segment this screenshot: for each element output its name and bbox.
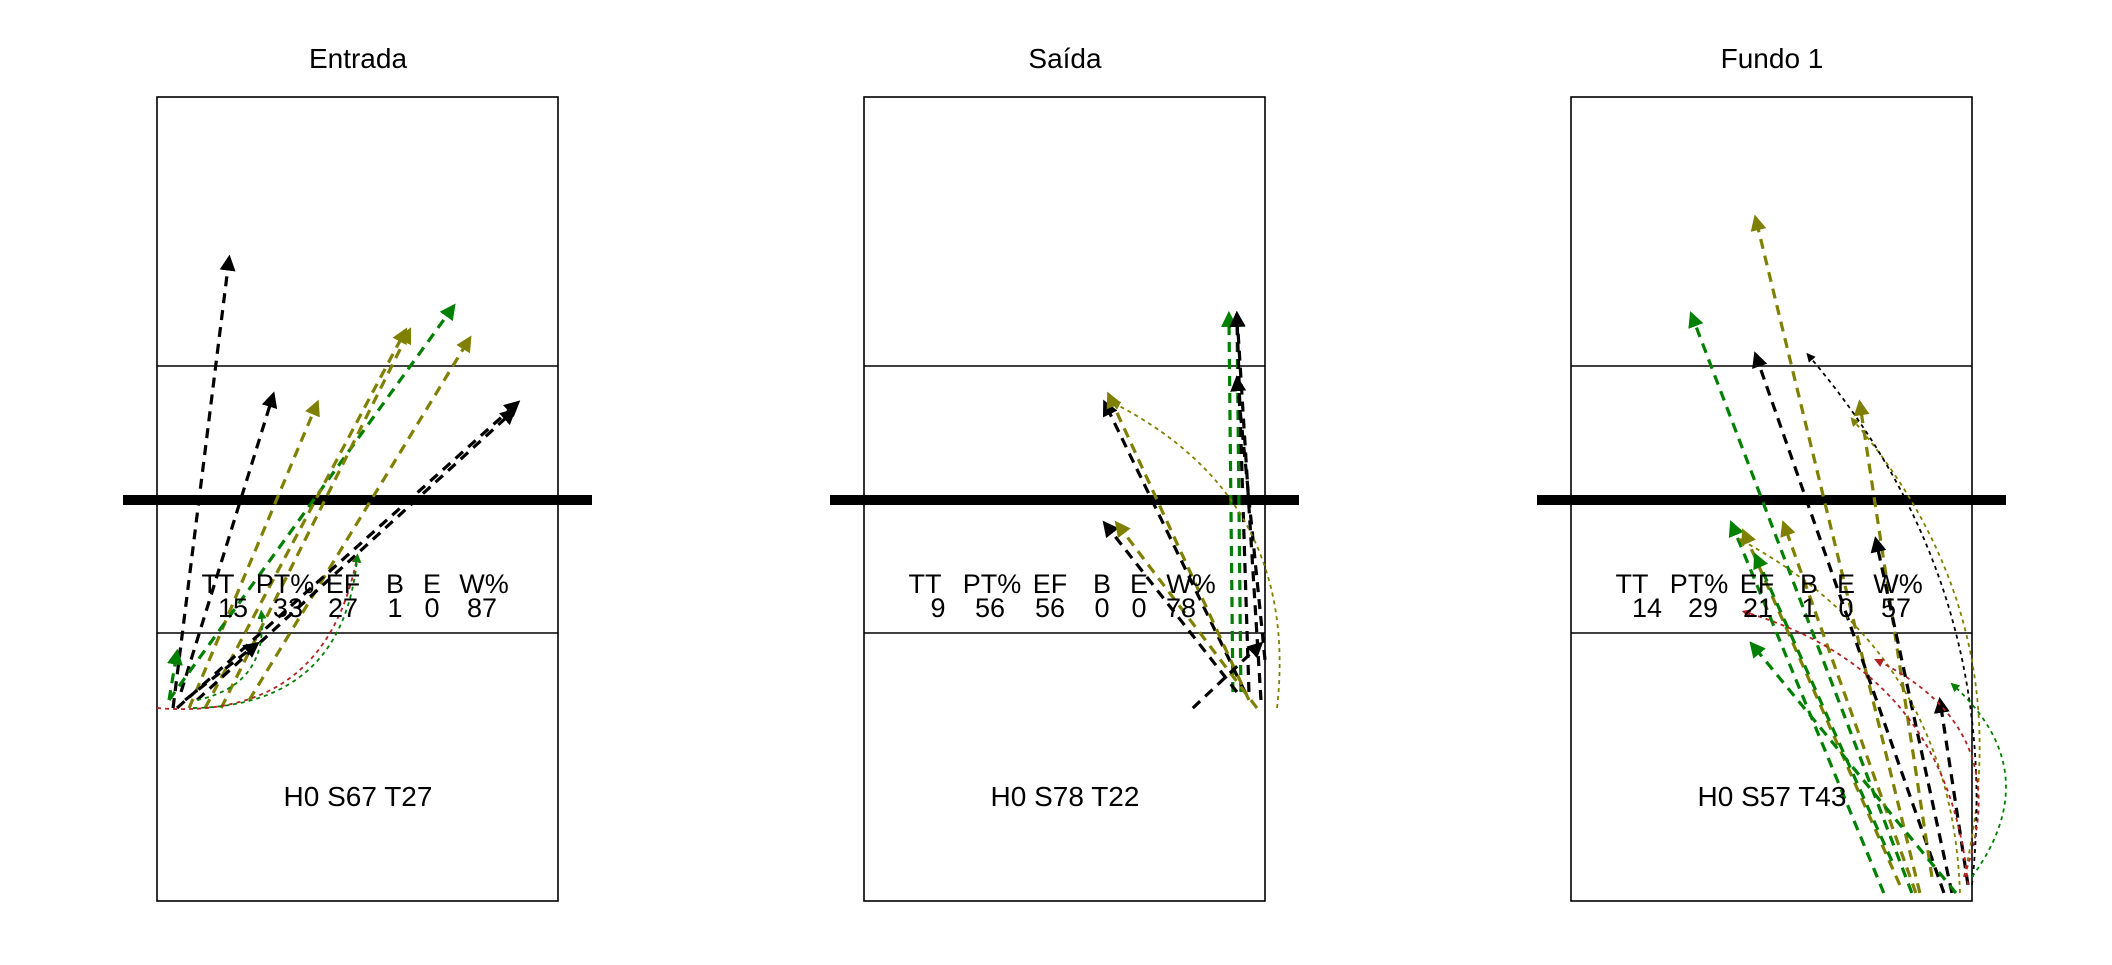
stat-header-e: E bbox=[1837, 569, 1855, 599]
stat-header-pt: PT% bbox=[256, 569, 315, 599]
attack-arrow-16 bbox=[1950, 682, 2007, 878]
arrow-group bbox=[1102, 310, 1281, 710]
stat-header-ef: EF bbox=[1033, 569, 1068, 599]
stat-header-e: E bbox=[1130, 569, 1148, 599]
stat-header-tt: TT bbox=[202, 569, 235, 599]
stat-value-tt: 9 bbox=[930, 593, 945, 623]
attack-arrow-11 bbox=[196, 609, 267, 701]
stat-header-ef: EF bbox=[1740, 569, 1775, 599]
attack-arrow-8 bbox=[175, 400, 521, 710]
panel-footer: H0 S57 T43 bbox=[1698, 781, 1847, 812]
stat-value-pt: 33 bbox=[273, 593, 303, 623]
stats-table: TT PT% EF B E W% 9 56 56 0 0 78 bbox=[909, 569, 1216, 623]
stat-header-b: B bbox=[1800, 569, 1818, 599]
stat-value-b: 1 bbox=[387, 593, 402, 623]
attack-arrow-12 bbox=[184, 641, 260, 702]
attack-arrow-6 bbox=[1753, 552, 1894, 862]
stat-header-pt: PT% bbox=[1670, 569, 1729, 599]
stat-header-w: W% bbox=[1873, 569, 1923, 599]
arrow-group bbox=[156, 254, 521, 710]
stat-header-w: W% bbox=[459, 569, 509, 599]
attack-arrow-3 bbox=[187, 399, 320, 709]
stat-value-b: 0 bbox=[1094, 593, 1109, 623]
attack-arrow-9 bbox=[196, 408, 517, 702]
stat-value-e: 0 bbox=[1838, 593, 1853, 623]
stat-value-pt: 29 bbox=[1688, 593, 1718, 623]
attack-arrow-10 bbox=[1749, 641, 1958, 894]
stat-header-tt: TT bbox=[909, 569, 942, 599]
attack-arrow-2 bbox=[1750, 214, 1922, 894]
attack-arrow-11 bbox=[1933, 696, 1970, 886]
attack-arrow-5 bbox=[203, 327, 408, 709]
stat-value-w: 87 bbox=[467, 593, 497, 623]
panel-title-entrada: Entrada bbox=[309, 43, 407, 74]
attack-arrow-1 bbox=[1221, 310, 1238, 692]
attack-arrow-14 bbox=[1737, 538, 1961, 893]
stat-value-w: 78 bbox=[1166, 593, 1196, 623]
attack-arrow-4 bbox=[167, 303, 456, 701]
attack-arrow-9 bbox=[1114, 520, 1259, 710]
panel-footer: H0 S67 T27 bbox=[284, 781, 433, 812]
attack-arrow-2 bbox=[179, 391, 278, 693]
attack-arrow-7 bbox=[247, 335, 472, 701]
panel-fundo-1: Fundo 1 TT PT% EF B E W% 14 29 21 1 0 57… bbox=[1537, 43, 2007, 902]
attack-arrow-5 bbox=[1741, 528, 1902, 886]
attack-arrow-1 bbox=[171, 254, 236, 709]
attack-arrow-7 bbox=[1106, 391, 1251, 701]
panel-entrada: Entrada TT PT% EF B E W% 15 33 27 1 0 87… bbox=[123, 43, 592, 902]
attack-arrow-9 bbox=[1870, 536, 1954, 894]
attack-arrow-6 bbox=[1102, 399, 1247, 693]
stat-header-e: E bbox=[423, 569, 441, 599]
stat-header-tt: TT bbox=[1616, 569, 1649, 599]
stat-value-ef: 21 bbox=[1743, 593, 1773, 623]
attack-arrow-10 bbox=[167, 648, 183, 701]
panel-saida: Saída TT PT% EF B E W% 9 56 56 0 0 78 H0… bbox=[830, 43, 1299, 902]
panel-title-fundo-1: Fundo 1 bbox=[1721, 43, 1824, 74]
stat-header-w: W% bbox=[1166, 569, 1216, 599]
attack-arrow-17 bbox=[1874, 658, 1980, 878]
stat-value-w: 57 bbox=[1881, 593, 1911, 623]
stats-table: TT PT% EF B E W% 15 33 27 1 0 87 bbox=[202, 569, 509, 623]
stat-header-b: B bbox=[386, 569, 404, 599]
stat-value-e: 0 bbox=[1131, 593, 1146, 623]
stat-value-pt: 56 bbox=[975, 593, 1005, 623]
stat-value-tt: 14 bbox=[1632, 593, 1662, 623]
stat-value-e: 0 bbox=[424, 593, 439, 623]
panel-title-saida: Saída bbox=[1028, 43, 1102, 74]
attack-arrow-5 bbox=[1230, 375, 1267, 660]
stat-value-tt: 15 bbox=[218, 593, 248, 623]
stat-header-b: B bbox=[1093, 569, 1111, 599]
attack-arrow-13 bbox=[1806, 352, 1978, 886]
attack-arrow-10 bbox=[1111, 401, 1281, 709]
attack-arrow-8 bbox=[1102, 520, 1239, 693]
stat-value-ef: 27 bbox=[328, 593, 358, 623]
arrow-group bbox=[1688, 214, 2007, 894]
attack-arrow-13 bbox=[156, 553, 361, 710]
stat-value-ef: 56 bbox=[1035, 593, 1065, 623]
stat-header-pt: PT% bbox=[963, 569, 1022, 599]
stat-value-b: 1 bbox=[1801, 593, 1816, 623]
attack-arrow-15 bbox=[1741, 609, 1969, 886]
attack-arrow-7 bbox=[1780, 520, 1918, 894]
panel-footer: H0 S78 T22 bbox=[991, 781, 1140, 812]
stats-table: TT PT% EF B E W% 14 29 21 1 0 57 bbox=[1616, 569, 1923, 623]
stat-header-ef: EF bbox=[326, 569, 361, 599]
